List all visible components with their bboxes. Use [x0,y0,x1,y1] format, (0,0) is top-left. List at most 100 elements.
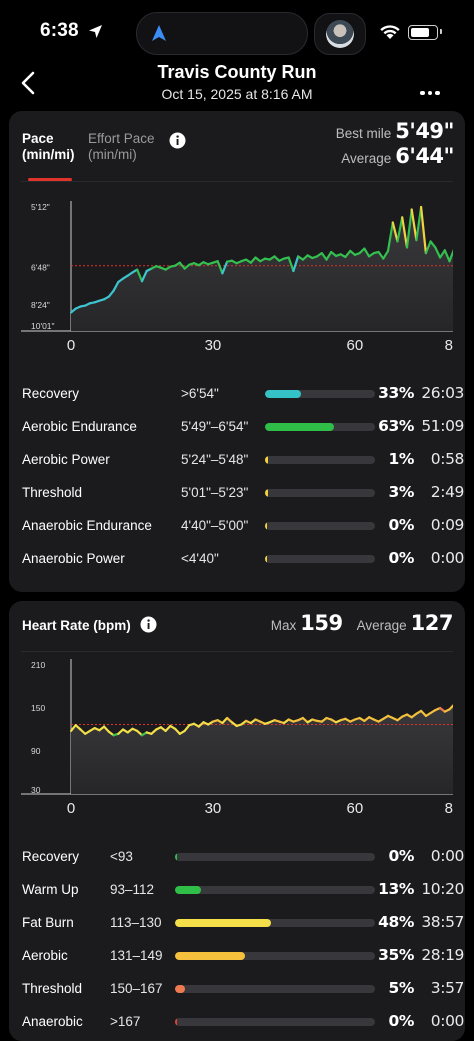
x-tick-label: 0 [67,800,75,817]
zone-progress-track [175,985,375,993]
page-title: Travis County Run [157,62,317,82]
series-area [71,207,453,331]
wifi-icon [380,25,400,39]
series-segment [391,221,399,243]
zone-progress-track [175,1018,375,1026]
zone-range: 4'40"–5'00" [181,518,249,533]
heart-rate-title: Heart Rate (bpm) [22,618,131,633]
zone-percent: 0% [388,1012,414,1030]
zone-percent: 0% [388,847,414,865]
zone-time: 3:57 [430,979,465,997]
series-segment [320,251,328,261]
series-segment [429,240,437,249]
dynamic-island[interactable] [136,12,308,55]
series-segment [287,256,295,273]
avatar [326,20,354,48]
zone-range: 5'49"–6'54" [181,419,249,434]
pace-chart[interactable]: 5'12" 6'48" 8'24" 10'01" 0 30 60 82 [21,181,453,356]
zone-percent: 5% [388,979,414,997]
zone-row: Recovery <93 0% 0:00 [22,847,464,867]
average-pace-value: 6'44" [395,144,454,168]
average-pace-label: Average [341,151,392,166]
y-tick-label: 90 [31,746,41,756]
zone-row: Aerobic 131–149 35% 28:19 [22,946,464,966]
best-mile-stat: Best mile 5'49" [336,119,455,143]
zone-name: Recovery [22,386,80,401]
zone-percent: 13% [378,880,414,898]
series-segment [174,727,181,735]
zone-progress-track [265,423,375,431]
x-tick-label: 60 [347,800,364,817]
y-tick-label: 6'48" [31,263,50,273]
series-segment [386,221,394,253]
nav-header: Travis County Run Oct 15, 2025 at 8:16 A… [0,56,474,108]
zone-range: >6'54" [181,386,219,401]
zone-range: 93–112 [110,882,155,897]
zone-time: 38:57 [421,913,464,931]
series-segment [102,725,111,733]
zone-progress-fill [175,886,201,894]
max-hr-value: 159 [300,611,343,635]
series-segment [420,709,427,718]
x-tick-label: 30 [205,800,222,817]
zone-time: 0:00 [430,1012,465,1030]
zone-name: Warm Up [22,882,79,897]
zone-row: Threshold 150–167 5% 3:57 [22,979,464,999]
zone-progress-fill [265,390,302,398]
series-segment [221,716,229,725]
zone-row: Aerobic Power 5'24"–5'48" 1% 0:58 [22,450,464,470]
series-segment [420,205,427,255]
zone-row: Threshold 5'01"–5'23" 3% 2:49 [22,483,464,503]
heart-rate-info-icon[interactable] [140,616,157,633]
zone-time: 26:03 [421,384,464,402]
series-segment [434,246,442,259]
average-pace-stat: Average 6'44" [341,144,454,168]
zone-range: >167 [110,1014,141,1029]
zone-progress-track [265,555,375,563]
zone-range: 5'01"–5'23" [181,485,249,500]
zone-time: 0:00 [430,549,465,567]
zone-progress-fill [265,489,269,497]
series-segment [448,704,453,711]
zone-progress-fill [175,1018,177,1026]
zone-name: Aerobic [22,948,68,963]
zone-name: Threshold [22,981,83,996]
zone-percent: 63% [378,417,414,435]
series-segment [221,260,229,275]
y-tick-label: 150 [31,703,45,713]
series-segment [396,216,404,243]
average-hr-label: Average [356,618,407,633]
series-segment [448,248,453,263]
tab-pace[interactable]: Pace (min/mi) [22,131,75,162]
pace-card: Pace (min/mi) Effort Pace (min/mi) Best … [9,111,465,592]
zone-progress-track [175,853,375,861]
series-segment [164,724,172,733]
zone-time: 0:09 [430,516,465,534]
tab-effort-pace[interactable]: Effort Pace (min/mi) [88,131,155,162]
best-mile-value: 5'49" [395,119,454,143]
zone-progress-fill [175,952,245,960]
series-segment [292,255,300,273]
zone-row: Recovery >6'54" 33% 26:03 [22,384,464,404]
info-icon[interactable] [169,132,186,149]
zone-progress-track [175,886,375,894]
y-tick-label: 30 [31,785,41,795]
zone-range: 131–149 [110,948,163,963]
zone-percent: 35% [378,946,414,964]
zone-row: Warm Up 93–112 13% 10:20 [22,880,464,900]
zone-progress-track [265,489,375,497]
live-activity-avatar[interactable] [314,13,366,55]
series-segment [140,269,148,283]
zone-time: 10:20 [421,880,464,898]
heart-rate-card: Heart Rate (bpm) Max 159 Average 127 210 150… [9,601,465,1041]
heart-rate-chart[interactable]: 210 150 90 30 0 30 60 82 [21,651,453,821]
more-options-icon[interactable] [420,82,443,100]
back-chevron-icon[interactable] [20,70,36,96]
x-tick-label: 82 [445,800,453,817]
y-tick-label: 8'24" [31,300,50,310]
zone-progress-fill [265,522,267,530]
zone-progress-track [265,456,375,464]
series-segment [325,250,333,261]
zone-progress-track [175,919,375,927]
zone-name: Aerobic Endurance [22,419,137,434]
